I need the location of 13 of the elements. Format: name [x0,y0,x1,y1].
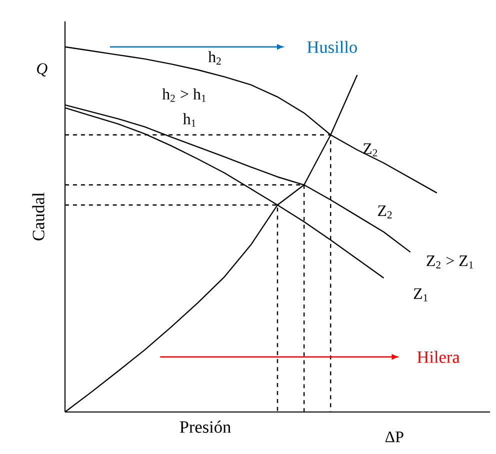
annotation: Hilera [417,350,460,363]
annotation: h$_{2}$ > h$_{1}$ [162,88,206,102]
annotation: h$_{1}$ [183,113,196,127]
annotation: h$_{2}$ [208,51,221,65]
text: ΔP [385,432,404,442]
annotation: Z$_{2}$ > Z$_{1}$ [426,256,474,268]
annotation: Z$_{2}$ [363,143,378,156]
annotation: Z$_{2}$ [378,206,392,218]
annotation: Z$_{1}$ [414,288,428,302]
text: Q [37,63,48,76]
x-axis-title: Presión [180,420,231,433]
annotation: Husillo [307,40,357,53]
y-axis-title: Caudal [32,192,44,240]
